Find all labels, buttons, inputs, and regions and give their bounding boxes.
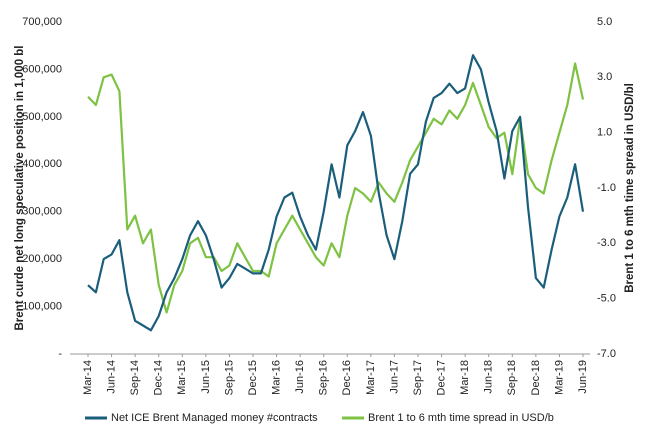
x-tick-label: Mar-17 bbox=[365, 360, 377, 395]
y2-tick-label: -3.0 bbox=[597, 237, 616, 249]
x-tick-label: Mar-14 bbox=[82, 360, 94, 395]
x-tick-label: Dec-18 bbox=[530, 360, 542, 395]
x-tick-label: Jun-17 bbox=[388, 360, 400, 394]
x-tick-label: Dec-14 bbox=[153, 360, 165, 395]
x-tick-label: Mar-16 bbox=[270, 360, 282, 395]
x-tick-label: Sep-15 bbox=[223, 360, 235, 395]
x-tick-label: Jun-14 bbox=[105, 360, 117, 394]
y2-tick-label: 3.0 bbox=[597, 71, 612, 83]
y-axis-title: Brent curde net long speculative positio… bbox=[14, 45, 26, 330]
y-tick-label: 700,000 bbox=[22, 16, 62, 28]
series-line bbox=[87, 54, 585, 332]
x-tick-label: Dec-17 bbox=[435, 360, 447, 395]
y2-tick-label: 1.0 bbox=[597, 127, 612, 139]
y-tick-label: 100,000 bbox=[22, 300, 62, 312]
y-tick-label: 300,000 bbox=[22, 206, 62, 218]
y2-tick-label: 5.0 bbox=[597, 16, 612, 28]
x-tick-label: Sep-16 bbox=[318, 360, 330, 395]
x-tick-label: Dec-16 bbox=[341, 360, 353, 395]
y2-tick-label: -5.0 bbox=[597, 293, 616, 305]
x-tick-label: Mar-18 bbox=[459, 360, 471, 395]
x-tick-label: Mar-15 bbox=[176, 360, 188, 395]
x-tick-label: Jun-15 bbox=[200, 360, 212, 394]
x-tick-label: Jun-16 bbox=[294, 360, 306, 394]
y-tick-label: 600,000 bbox=[22, 63, 62, 75]
x-tick-label: Sep-18 bbox=[506, 360, 518, 395]
y-tick-label: 500,000 bbox=[22, 111, 62, 123]
y2-tick-label: -1.0 bbox=[597, 182, 616, 194]
series-line bbox=[87, 62, 585, 314]
y-tick-label: 400,000 bbox=[22, 158, 62, 170]
legend-label: Brent 1 to 6 mth time spread in USD/b bbox=[368, 412, 554, 424]
y-tick-label: 200,000 bbox=[22, 253, 62, 265]
x-tick-label: Dec-15 bbox=[247, 360, 259, 395]
y-tick-label: - bbox=[58, 348, 62, 360]
y2-axis-title: Brent 1 to 6 mth time spread in USD/bl bbox=[624, 83, 636, 293]
legend-label: Net ICE Brent Managed money #contracts bbox=[111, 412, 318, 424]
x-tick-label: Jun-19 bbox=[577, 360, 589, 394]
x-tick-label: Sep-17 bbox=[412, 360, 424, 395]
x-tick-label: Mar-19 bbox=[553, 360, 565, 395]
x-tick-label: Sep-14 bbox=[129, 360, 141, 395]
x-tick-label: Jun-18 bbox=[483, 360, 495, 394]
y2-tick-label: -7.0 bbox=[597, 348, 616, 360]
